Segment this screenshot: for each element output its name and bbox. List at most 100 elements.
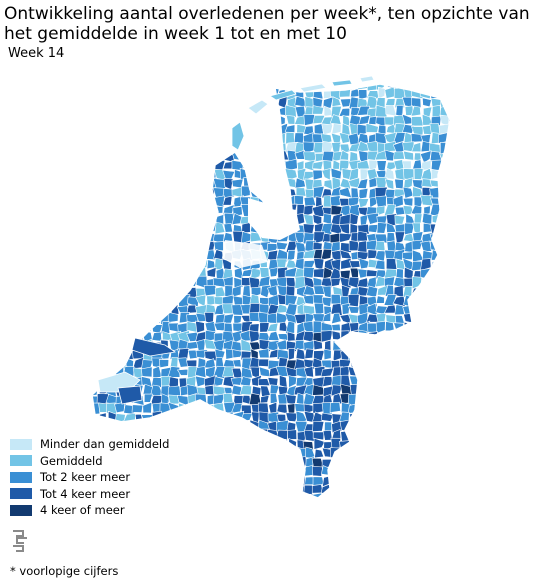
municipality-cell <box>178 267 190 278</box>
municipality-cell <box>142 105 153 119</box>
municipality-cell <box>79 78 90 91</box>
municipality-cell <box>322 285 332 299</box>
municipality-cell <box>133 140 145 154</box>
municipality-cell <box>143 393 153 403</box>
municipality-cell <box>383 203 397 217</box>
municipality-cell <box>152 305 162 315</box>
ijsselmeer-water <box>248 198 300 240</box>
municipality-cell <box>448 357 450 368</box>
municipality-cell <box>131 159 146 170</box>
municipality-cell <box>185 168 200 179</box>
municipality-cell <box>447 384 450 397</box>
municipality-cell <box>348 421 361 433</box>
municipality-cell <box>448 438 450 449</box>
municipality-cell <box>438 438 450 449</box>
municipality-cell <box>367 474 378 488</box>
municipality-cell <box>167 160 182 172</box>
municipality-cell <box>187 214 198 224</box>
municipality-cell <box>169 70 178 80</box>
municipality-cell <box>412 312 422 323</box>
municipality-cell <box>97 311 108 324</box>
municipality-cell <box>104 314 118 326</box>
municipality-cell <box>212 464 223 478</box>
municipality-cell <box>259 467 271 478</box>
municipality-cell <box>123 223 136 233</box>
municipality-cell <box>405 465 415 479</box>
municipality-cell <box>186 116 198 128</box>
municipality-cell <box>168 413 181 423</box>
municipality-cell <box>80 385 89 397</box>
municipality-cell <box>96 350 110 362</box>
municipality-cell <box>457 367 467 376</box>
municipality-cell <box>143 249 154 262</box>
municipality-cell <box>249 150 262 163</box>
municipality-cell <box>339 177 351 190</box>
municipality-cell <box>214 84 226 90</box>
municipality-cell <box>114 222 127 233</box>
municipality-cell <box>403 339 415 352</box>
municipality-cell <box>98 342 108 352</box>
municipality-cell <box>268 473 281 487</box>
municipality-cell <box>312 96 323 108</box>
municipality-cell <box>141 194 155 209</box>
municipality-cell <box>159 258 171 270</box>
municipality-cell <box>376 495 388 498</box>
municipality-cell <box>187 177 199 191</box>
legend-label: Tot 2 keer meer <box>40 470 131 485</box>
municipality-cell <box>259 492 269 498</box>
municipality-cell <box>113 214 126 225</box>
municipality-cell <box>402 62 413 70</box>
municipality-cell <box>250 132 262 146</box>
municipality-cell <box>456 96 466 107</box>
municipality-cell <box>402 348 416 360</box>
municipality-cell <box>429 303 443 315</box>
municipality-cell <box>428 447 441 459</box>
municipality-cell <box>419 150 432 164</box>
municipality-cell <box>413 356 425 371</box>
municipality-cell <box>404 420 415 433</box>
municipality-cell <box>429 329 441 341</box>
municipality-cell <box>293 384 308 396</box>
municipality-cell <box>439 259 450 271</box>
municipality-cell <box>150 114 162 126</box>
municipality-cell <box>133 249 145 261</box>
municipality-cell <box>428 268 443 279</box>
municipality-cell <box>92 167 100 180</box>
municipality-cell <box>140 293 153 307</box>
municipality-cell <box>447 133 450 144</box>
municipality-cell <box>240 437 252 451</box>
municipality-cell <box>456 476 468 487</box>
municipality-cell <box>269 393 278 404</box>
municipality-cell <box>439 285 449 297</box>
municipality-cell <box>159 114 172 127</box>
municipality-cell <box>92 240 99 253</box>
municipality-cell <box>314 62 322 71</box>
municipality-cell <box>96 231 110 243</box>
municipality-cell <box>458 79 469 89</box>
municipality-cell <box>141 231 154 244</box>
municipality-cell <box>114 259 126 271</box>
municipality-cell <box>206 259 216 270</box>
municipality-cell <box>456 214 466 225</box>
municipality-cell <box>242 62 252 72</box>
municipality-cell <box>168 239 179 252</box>
municipality-cell <box>133 116 144 126</box>
municipality-cell <box>404 375 413 388</box>
municipality-cell <box>214 131 226 145</box>
municipality-cell <box>78 361 89 370</box>
municipality-cell <box>249 70 260 82</box>
municipality-cell <box>161 185 170 198</box>
municipality-cell <box>96 222 107 235</box>
municipality-cell <box>257 115 269 128</box>
municipality-cell <box>230 447 244 459</box>
municipality-cell <box>340 69 351 80</box>
municipality-cell <box>97 143 109 154</box>
municipality-cell <box>230 402 243 414</box>
municipality-cell <box>92 158 99 172</box>
municipality-cell <box>142 420 154 434</box>
municipality-cell <box>385 258 398 271</box>
municipality-cell <box>195 96 209 108</box>
municipality-cell <box>92 421 101 432</box>
municipality-cell <box>177 150 189 162</box>
municipality-cell <box>438 213 450 225</box>
